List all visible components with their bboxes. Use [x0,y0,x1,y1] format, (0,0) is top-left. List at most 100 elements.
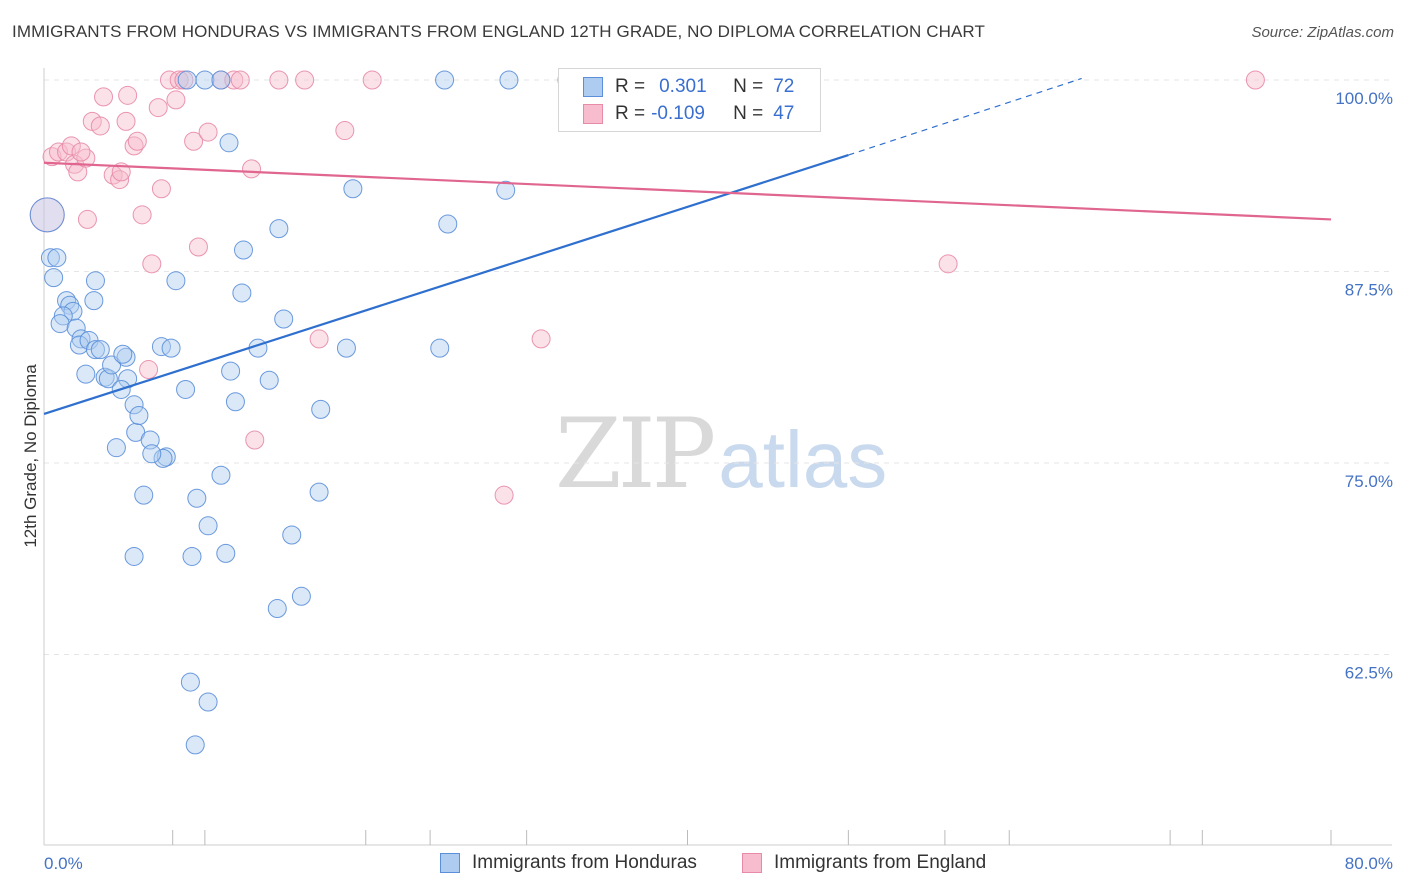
england-point [230,70,250,90]
england-point [295,70,315,90]
legend-item-honduras[interactable]: Immigrants from Honduras [440,852,697,874]
legend-n-label: N = [733,103,764,124]
legend-r-value: 0.301 [659,76,707,97]
legend-n-label: N = [733,76,764,97]
england-point [77,209,97,229]
england-point [184,131,204,151]
honduras-points [29,70,731,755]
honduras-point [113,344,133,364]
honduras-point [156,447,176,467]
honduras-point [124,546,144,566]
legend-r-value: -0.109 [651,103,705,124]
england-point [116,111,136,131]
england-point [938,254,958,274]
honduras-point [496,180,516,200]
england-point [142,254,162,274]
england-point [224,70,244,90]
honduras-point [40,248,60,268]
england-points [29,70,1265,505]
honduras-point [106,438,126,458]
legend-swatch-honduras [583,77,603,97]
honduras-point [134,485,154,505]
legend-label-england: Immigrants from England [774,852,987,873]
honduras-point [180,672,200,692]
x-tick-labels: 0.0% 80.0% [44,854,1393,873]
honduras-point [90,340,110,360]
honduras-point [66,318,86,338]
england-point [362,70,382,90]
honduras-point [343,179,363,199]
honduras-point [211,70,231,90]
watermark-zip: ZIP [555,398,716,510]
legend-n-value: 47 [773,103,795,124]
watermark: ZIPatlas [555,398,887,510]
watermark-atlas: atlas [718,415,888,504]
honduras-point [435,70,455,90]
honduras-point [282,525,302,545]
honduras-point [71,329,91,349]
honduras-point [438,214,458,234]
england-point [61,136,81,156]
england-point [94,87,114,107]
honduras-point [63,301,83,321]
legend-label-honduras: Immigrants from Honduras [472,852,697,873]
honduras-point [47,248,67,268]
honduras-point [499,70,519,90]
honduras-point [140,430,160,450]
honduras-point [182,546,202,566]
legend-item-england[interactable]: Immigrants from England [742,852,986,874]
honduras-point [225,392,245,412]
honduras-point [309,482,329,502]
england-trend-line [43,161,1332,221]
honduras-point [116,347,136,367]
england-point [166,90,186,110]
legend-swatch-england [742,853,762,873]
honduras-point [69,335,89,355]
honduras-trend-extension [848,77,1082,156]
y-tick-labels: 100.0% 87.5% 75.0% 62.5% [1335,89,1393,683]
honduras-point [232,283,252,303]
honduras-point [198,692,218,712]
honduras-point [185,735,205,755]
y-tick-label: 75.0% [1345,472,1393,491]
honduras-point [430,338,450,358]
honduras-point [195,70,215,90]
england-point [188,237,208,257]
y-tick-label: 87.5% [1345,281,1393,300]
honduras-point [29,197,65,233]
legend-r-label: R = [615,76,646,97]
honduras-point [151,337,171,357]
honduras-point [76,364,96,384]
legend-r-label: R = [615,103,646,124]
england-point [245,430,265,450]
x-ticks [172,830,1332,845]
chart-title: IMMIGRANTS FROM HONDURAS VS IMMIGRANTS F… [12,22,985,41]
england-point [531,329,551,349]
legend-swatch-england [583,104,603,124]
honduras-point [84,291,104,311]
chart-source: Source: ZipAtlas.com [1251,24,1394,41]
honduras-point [198,516,218,536]
y-axis-label: 12th Grade, No Diploma [21,364,40,548]
x-tick-label: 80.0% [1345,854,1393,873]
honduras-point [44,268,64,288]
legend-row-england: R = -0.109 N = 47 [559,100,794,128]
honduras-point [269,219,289,239]
england-point [309,329,329,349]
honduras-point [53,306,73,326]
england-point [242,159,262,179]
legend-stats: R = 0.301 N = 72 R = -0.109 N = 47 [558,68,821,132]
england-point [90,116,110,136]
honduras-point [85,271,105,291]
honduras-point [291,586,311,606]
england-point [110,170,130,190]
england-point [198,122,218,142]
england-point [1245,70,1265,90]
legend-row-honduras: R = 0.301 N = 72 [559,73,794,101]
legend-n-value: 72 [773,76,795,97]
honduras-point [161,338,181,358]
honduras-point [177,70,197,90]
honduras-point [95,367,115,387]
england-point [269,70,289,90]
